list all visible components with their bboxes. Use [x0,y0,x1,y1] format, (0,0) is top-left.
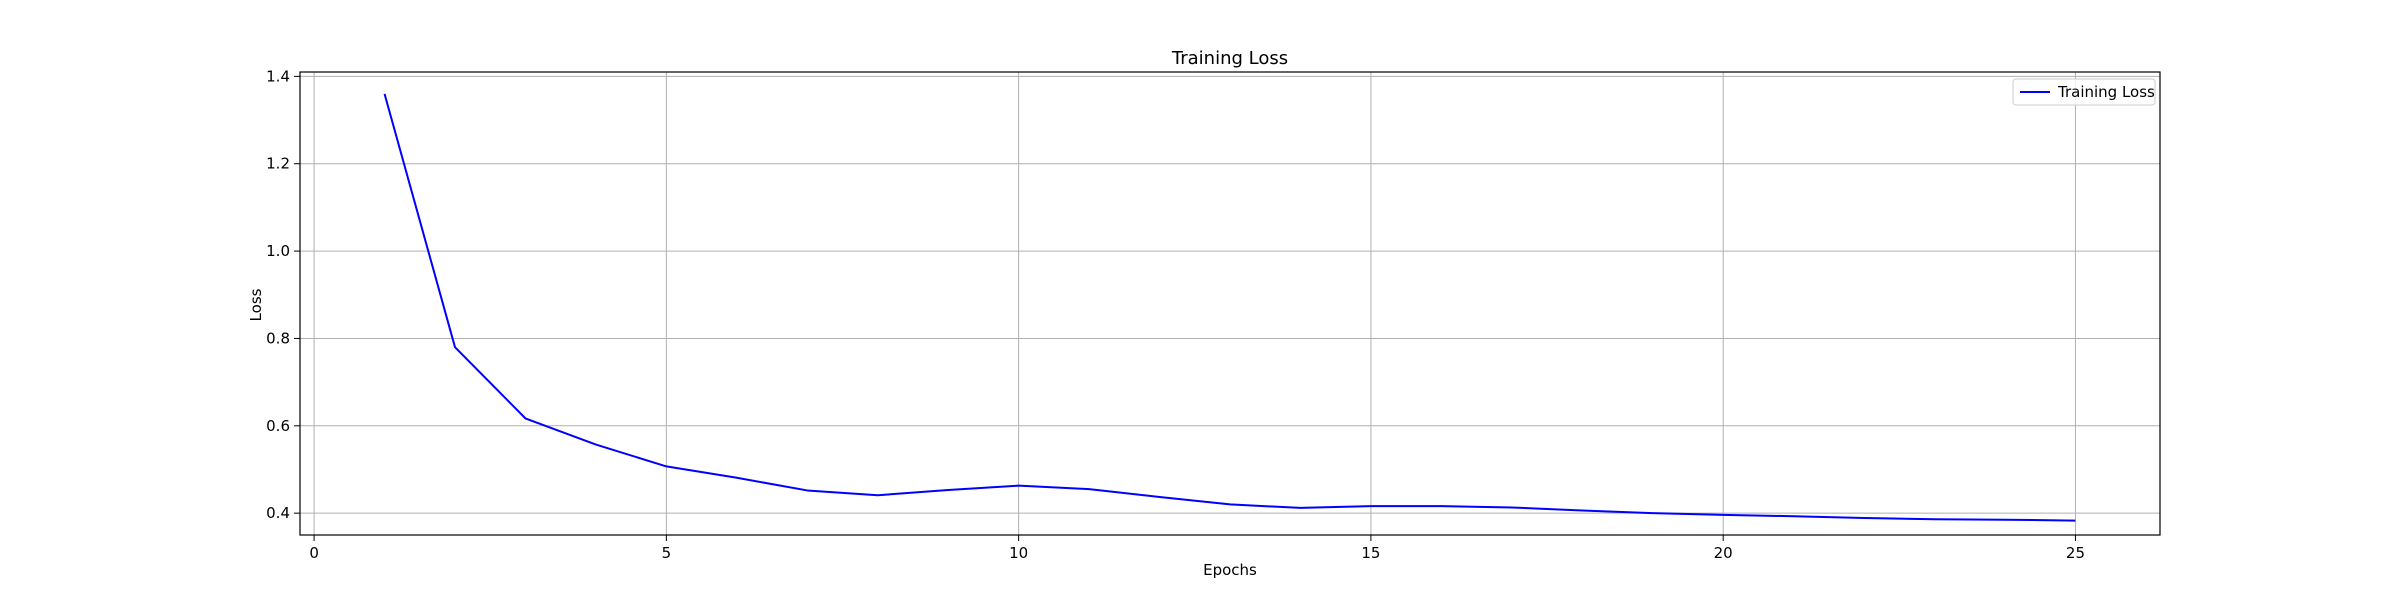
plot-frame [300,72,2160,535]
legend: Training Loss [2013,79,2155,105]
x-axis-label: Epochs [1203,561,1257,579]
x-tick-label: 10 [1009,544,1028,562]
x-axis-ticks: 0 5 10 15 20 25 [309,535,2085,562]
x-tick-label: 5 [662,544,672,562]
y-tick-label: 1.4 [266,67,290,85]
series-line-training-loss [385,94,2076,521]
x-tick-label: 25 [2066,544,2085,562]
x-tick-label: 20 [1714,544,1733,562]
chart-title: Training Loss [1171,48,1288,69]
y-tick-label: 0.6 [266,417,290,435]
grid-lines [300,72,2160,535]
y-tick-label: 0.8 [266,329,290,347]
y-axis-label: Loss [247,288,265,321]
legend-label-training-loss: Training Loss [2057,83,2155,101]
y-axis-ticks: 0.4 0.6 0.8 1.0 1.2 1.4 [266,67,300,522]
y-tick-label: 1.2 [266,155,290,173]
x-tick-label: 15 [1361,544,1380,562]
y-tick-label: 0.4 [266,504,290,522]
series-layer [385,94,2076,521]
y-tick-label: 1.0 [266,242,290,260]
x-tick-label: 0 [309,544,319,562]
